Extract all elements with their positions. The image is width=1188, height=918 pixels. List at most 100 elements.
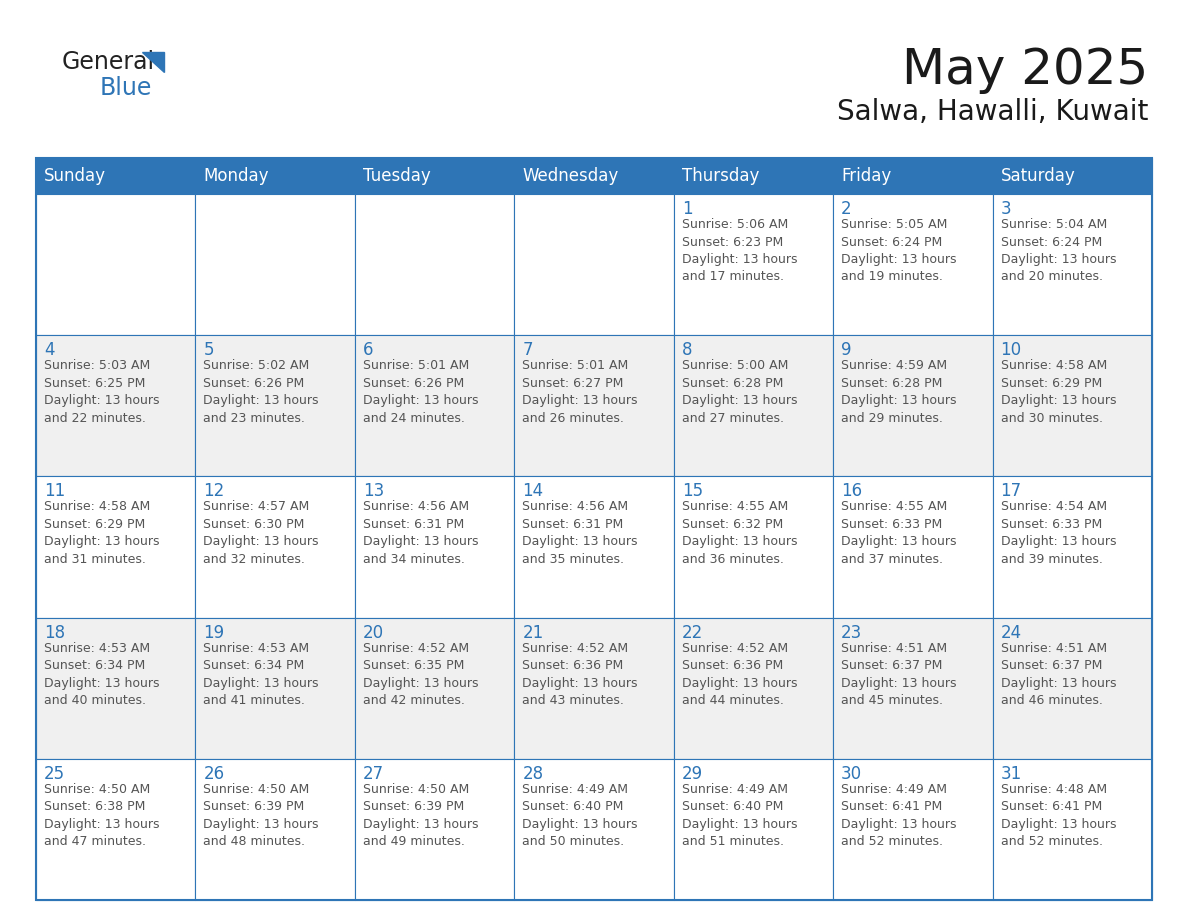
- Bar: [992, 618, 1152, 759]
- Bar: [992, 476, 1152, 618]
- Bar: [674, 618, 833, 759]
- Text: 15: 15: [682, 482, 703, 500]
- Text: Saturday: Saturday: [1000, 167, 1075, 185]
- Text: Sunrise: 4:50 AM
Sunset: 6:39 PM
Daylight: 13 hours
and 49 minutes.: Sunrise: 4:50 AM Sunset: 6:39 PM Dayligh…: [362, 783, 479, 848]
- Text: Friday: Friday: [841, 167, 891, 185]
- Text: Sunrise: 4:51 AM
Sunset: 6:37 PM
Daylight: 13 hours
and 45 minutes.: Sunrise: 4:51 AM Sunset: 6:37 PM Dayligh…: [841, 642, 956, 707]
- Text: 26: 26: [203, 765, 225, 783]
- Bar: [833, 194, 992, 335]
- Text: 17: 17: [1000, 482, 1022, 500]
- Bar: [833, 618, 992, 759]
- Text: Wednesday: Wednesday: [523, 167, 619, 185]
- Text: 19: 19: [203, 623, 225, 642]
- Polygon shape: [143, 52, 164, 72]
- Bar: [36, 194, 196, 335]
- Bar: [674, 335, 833, 476]
- Bar: [992, 335, 1152, 476]
- Bar: [355, 759, 514, 900]
- Text: 12: 12: [203, 482, 225, 500]
- Text: Sunrise: 4:49 AM
Sunset: 6:40 PM
Daylight: 13 hours
and 51 minutes.: Sunrise: 4:49 AM Sunset: 6:40 PM Dayligh…: [682, 783, 797, 848]
- Text: 31: 31: [1000, 765, 1022, 783]
- Text: Sunrise: 4:49 AM
Sunset: 6:41 PM
Daylight: 13 hours
and 52 minutes.: Sunrise: 4:49 AM Sunset: 6:41 PM Dayligh…: [841, 783, 956, 848]
- Bar: [992, 158, 1152, 194]
- Bar: [833, 335, 992, 476]
- Text: Sunrise: 5:04 AM
Sunset: 6:24 PM
Daylight: 13 hours
and 20 minutes.: Sunrise: 5:04 AM Sunset: 6:24 PM Dayligh…: [1000, 218, 1116, 284]
- Text: 28: 28: [523, 765, 543, 783]
- Text: Sunrise: 4:58 AM
Sunset: 6:29 PM
Daylight: 13 hours
and 31 minutes.: Sunrise: 4:58 AM Sunset: 6:29 PM Dayligh…: [44, 500, 159, 565]
- Text: 2: 2: [841, 200, 852, 218]
- Text: 25: 25: [44, 765, 65, 783]
- Text: Sunrise: 4:56 AM
Sunset: 6:31 PM
Daylight: 13 hours
and 35 minutes.: Sunrise: 4:56 AM Sunset: 6:31 PM Dayligh…: [523, 500, 638, 565]
- Text: 11: 11: [44, 482, 65, 500]
- Text: 27: 27: [362, 765, 384, 783]
- Bar: [196, 618, 355, 759]
- Text: 30: 30: [841, 765, 862, 783]
- Bar: [833, 476, 992, 618]
- Bar: [36, 618, 196, 759]
- Text: 24: 24: [1000, 623, 1022, 642]
- Text: May 2025: May 2025: [902, 46, 1148, 94]
- Text: Sunrise: 4:48 AM
Sunset: 6:41 PM
Daylight: 13 hours
and 52 minutes.: Sunrise: 4:48 AM Sunset: 6:41 PM Dayligh…: [1000, 783, 1116, 848]
- Bar: [196, 759, 355, 900]
- Text: Sunday: Sunday: [44, 167, 106, 185]
- Bar: [196, 158, 355, 194]
- Text: 18: 18: [44, 623, 65, 642]
- Bar: [36, 759, 196, 900]
- Text: Sunrise: 4:49 AM
Sunset: 6:40 PM
Daylight: 13 hours
and 50 minutes.: Sunrise: 4:49 AM Sunset: 6:40 PM Dayligh…: [523, 783, 638, 848]
- Text: 13: 13: [362, 482, 384, 500]
- Bar: [355, 618, 514, 759]
- Text: Sunrise: 4:53 AM
Sunset: 6:34 PM
Daylight: 13 hours
and 41 minutes.: Sunrise: 4:53 AM Sunset: 6:34 PM Dayligh…: [203, 642, 318, 707]
- Text: 14: 14: [523, 482, 543, 500]
- Bar: [992, 759, 1152, 900]
- Bar: [36, 158, 196, 194]
- Text: 16: 16: [841, 482, 862, 500]
- Text: 1: 1: [682, 200, 693, 218]
- Text: Sunrise: 4:50 AM
Sunset: 6:39 PM
Daylight: 13 hours
and 48 minutes.: Sunrise: 4:50 AM Sunset: 6:39 PM Dayligh…: [203, 783, 318, 848]
- Text: Sunrise: 4:57 AM
Sunset: 6:30 PM
Daylight: 13 hours
and 32 minutes.: Sunrise: 4:57 AM Sunset: 6:30 PM Dayligh…: [203, 500, 318, 565]
- Text: Sunrise: 4:54 AM
Sunset: 6:33 PM
Daylight: 13 hours
and 39 minutes.: Sunrise: 4:54 AM Sunset: 6:33 PM Dayligh…: [1000, 500, 1116, 565]
- Text: Sunrise: 5:03 AM
Sunset: 6:25 PM
Daylight: 13 hours
and 22 minutes.: Sunrise: 5:03 AM Sunset: 6:25 PM Dayligh…: [44, 359, 159, 425]
- Text: Tuesday: Tuesday: [362, 167, 430, 185]
- Bar: [355, 194, 514, 335]
- Text: Sunrise: 5:01 AM
Sunset: 6:27 PM
Daylight: 13 hours
and 26 minutes.: Sunrise: 5:01 AM Sunset: 6:27 PM Dayligh…: [523, 359, 638, 425]
- Text: 7: 7: [523, 341, 532, 359]
- Bar: [514, 618, 674, 759]
- Text: Sunrise: 5:01 AM
Sunset: 6:26 PM
Daylight: 13 hours
and 24 minutes.: Sunrise: 5:01 AM Sunset: 6:26 PM Dayligh…: [362, 359, 479, 425]
- Text: Monday: Monday: [203, 167, 268, 185]
- Text: Blue: Blue: [100, 76, 152, 100]
- Bar: [196, 335, 355, 476]
- Text: Sunrise: 4:58 AM
Sunset: 6:29 PM
Daylight: 13 hours
and 30 minutes.: Sunrise: 4:58 AM Sunset: 6:29 PM Dayligh…: [1000, 359, 1116, 425]
- Text: Sunrise: 4:59 AM
Sunset: 6:28 PM
Daylight: 13 hours
and 29 minutes.: Sunrise: 4:59 AM Sunset: 6:28 PM Dayligh…: [841, 359, 956, 425]
- Text: 20: 20: [362, 623, 384, 642]
- Text: 6: 6: [362, 341, 373, 359]
- Text: Sunrise: 4:52 AM
Sunset: 6:36 PM
Daylight: 13 hours
and 43 minutes.: Sunrise: 4:52 AM Sunset: 6:36 PM Dayligh…: [523, 642, 638, 707]
- Text: Sunrise: 4:52 AM
Sunset: 6:36 PM
Daylight: 13 hours
and 44 minutes.: Sunrise: 4:52 AM Sunset: 6:36 PM Dayligh…: [682, 642, 797, 707]
- Bar: [514, 335, 674, 476]
- Bar: [514, 194, 674, 335]
- Bar: [196, 194, 355, 335]
- Text: Sunrise: 5:02 AM
Sunset: 6:26 PM
Daylight: 13 hours
and 23 minutes.: Sunrise: 5:02 AM Sunset: 6:26 PM Dayligh…: [203, 359, 318, 425]
- Bar: [196, 476, 355, 618]
- Text: Sunrise: 4:53 AM
Sunset: 6:34 PM
Daylight: 13 hours
and 40 minutes.: Sunrise: 4:53 AM Sunset: 6:34 PM Dayligh…: [44, 642, 159, 707]
- Bar: [355, 476, 514, 618]
- Bar: [36, 476, 196, 618]
- Bar: [355, 335, 514, 476]
- Text: 21: 21: [523, 623, 544, 642]
- Text: 29: 29: [682, 765, 703, 783]
- Text: Sunrise: 5:05 AM
Sunset: 6:24 PM
Daylight: 13 hours
and 19 minutes.: Sunrise: 5:05 AM Sunset: 6:24 PM Dayligh…: [841, 218, 956, 284]
- Bar: [355, 158, 514, 194]
- Text: 10: 10: [1000, 341, 1022, 359]
- Text: 23: 23: [841, 623, 862, 642]
- Bar: [674, 158, 833, 194]
- Text: Salwa, Hawalli, Kuwait: Salwa, Hawalli, Kuwait: [836, 98, 1148, 126]
- Bar: [833, 158, 992, 194]
- Text: Sunrise: 4:50 AM
Sunset: 6:38 PM
Daylight: 13 hours
and 47 minutes.: Sunrise: 4:50 AM Sunset: 6:38 PM Dayligh…: [44, 783, 159, 848]
- Text: 5: 5: [203, 341, 214, 359]
- Text: Sunrise: 4:55 AM
Sunset: 6:32 PM
Daylight: 13 hours
and 36 minutes.: Sunrise: 4:55 AM Sunset: 6:32 PM Dayligh…: [682, 500, 797, 565]
- Bar: [833, 759, 992, 900]
- Bar: [36, 158, 1152, 900]
- Text: Sunrise: 4:55 AM
Sunset: 6:33 PM
Daylight: 13 hours
and 37 minutes.: Sunrise: 4:55 AM Sunset: 6:33 PM Dayligh…: [841, 500, 956, 565]
- Bar: [36, 335, 196, 476]
- Text: Sunrise: 5:06 AM
Sunset: 6:23 PM
Daylight: 13 hours
and 17 minutes.: Sunrise: 5:06 AM Sunset: 6:23 PM Dayligh…: [682, 218, 797, 284]
- Text: 3: 3: [1000, 200, 1011, 218]
